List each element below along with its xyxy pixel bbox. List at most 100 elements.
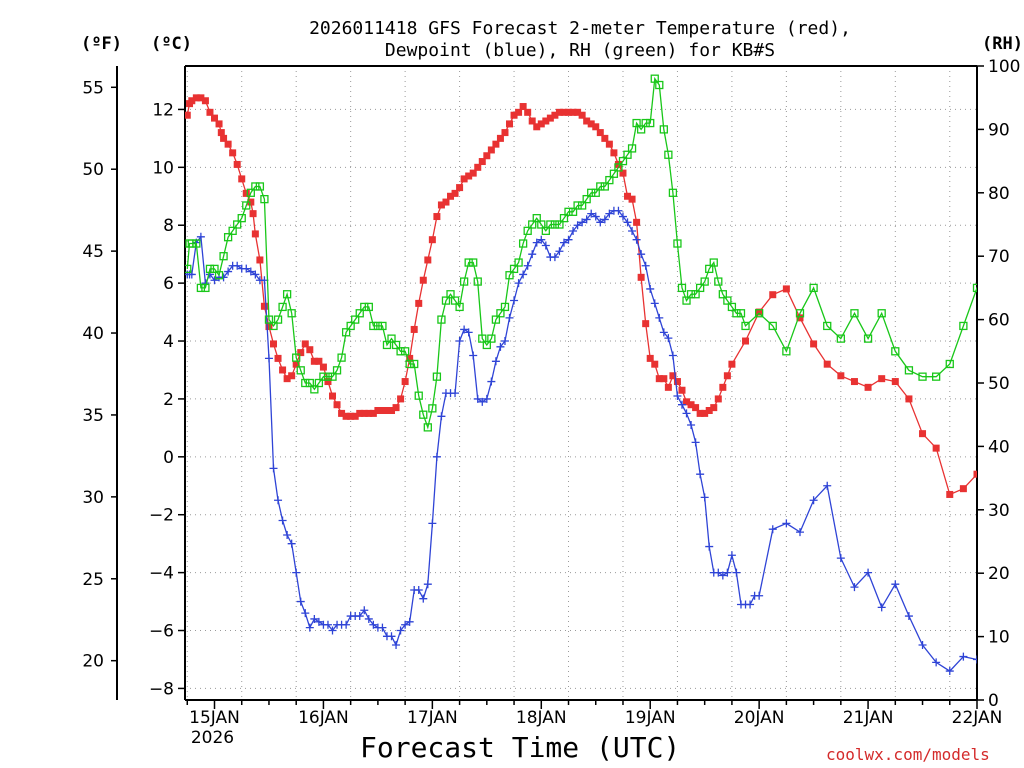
temperature-point [197, 94, 205, 102]
temperature-point [723, 372, 731, 380]
temperature-point [959, 485, 967, 493]
temperature-series [185, 94, 994, 498]
dewpoint-line [187, 210, 977, 672]
dewpoint-point [269, 464, 278, 473]
temperature-point [365, 409, 373, 417]
fahrenheit-tick-label: 45 [82, 242, 104, 262]
dewpoint-point [264, 354, 273, 363]
rh-point [282, 290, 292, 299]
celsius-tick-label: −6 [149, 622, 174, 642]
dewpoint-point [714, 568, 723, 577]
dewpoint-point [278, 516, 287, 525]
rh-point [509, 264, 519, 274]
dewpoint-point [355, 612, 364, 621]
temperature-point [388, 407, 396, 415]
temperature-point [397, 395, 405, 403]
temperature-point [415, 299, 423, 307]
rh-point [410, 359, 419, 369]
x-tick-label: 22JAN [952, 708, 1003, 728]
rh-point [600, 182, 609, 191]
rh-tick-label: 0 [988, 691, 999, 711]
rh-tick-label: 50 [988, 374, 1010, 394]
dewpoint-point [618, 212, 627, 221]
dewpoint-point [210, 276, 219, 285]
temperature-point [217, 129, 225, 137]
rh-point [541, 226, 550, 235]
rh-point [260, 194, 269, 204]
temperature-point [596, 129, 604, 137]
rh-point [573, 201, 582, 210]
dewpoint-point [677, 400, 686, 409]
rh-point [228, 226, 237, 235]
x-tick-label: 20JAN [734, 708, 785, 728]
chart-title-line-1: 2026011418 GFS Forecast 2-meter Temperat… [309, 18, 851, 39]
celsius-tick-label: 12 [152, 100, 174, 120]
dewpoint-point [423, 580, 432, 589]
temperature-point [810, 340, 818, 348]
credit-link[interactable]: coolwx.com/models [826, 745, 990, 764]
temperature-point [646, 354, 654, 362]
temperature-point [710, 404, 718, 412]
rh-point [863, 334, 873, 343]
temperature-point [324, 378, 332, 386]
temperature-point [560, 108, 568, 116]
rh-point [945, 359, 954, 369]
rh-point [795, 309, 805, 318]
temperature-point [447, 192, 455, 200]
rh-point [904, 366, 914, 375]
temperature-point [288, 372, 296, 380]
temperature-point [188, 97, 196, 105]
rh-point [732, 309, 741, 318]
temperature-point [496, 134, 504, 142]
temperature-point [533, 123, 541, 131]
temperature-point [651, 360, 659, 368]
fahrenheit-tick-label: 50 [82, 160, 104, 180]
temperature-point [433, 213, 441, 221]
rh-point [564, 207, 573, 216]
temperature-point [642, 320, 650, 328]
dewpoint-point [578, 218, 587, 227]
dewpoint-point [668, 351, 677, 360]
temperature-point [655, 375, 663, 383]
rh-point [709, 258, 718, 267]
rh-point [210, 264, 219, 274]
chart-title-line-2: Dewpoint (blue), RH (green) for KB#S [384, 40, 776, 61]
temperature-point [369, 409, 377, 417]
rh-point [314, 378, 324, 388]
rh-point [768, 321, 777, 331]
rh-point [532, 214, 541, 223]
rh-point [546, 220, 555, 229]
dewpoint-point [768, 525, 777, 534]
temperature-point [192, 94, 200, 102]
dewpoint-point [342, 620, 351, 629]
rh-point [500, 302, 510, 312]
celsius-tick-label: −8 [149, 679, 174, 699]
temperature-point [351, 412, 359, 420]
rh-point [609, 169, 619, 178]
temperature-point [973, 470, 977, 478]
dewpoint-point [596, 218, 605, 227]
temperature-point [333, 401, 341, 409]
temperature-point [987, 459, 994, 466]
rh-point [273, 315, 283, 324]
dewpoint-point [305, 623, 314, 632]
rh-point [664, 150, 673, 159]
rh-point [310, 385, 319, 394]
dewpoint-point [187, 270, 196, 279]
rh-point [932, 372, 941, 381]
dewpoint-point [987, 670, 995, 678]
dewpoint-point [378, 623, 387, 632]
temperature-point [297, 349, 305, 357]
temperature-point [483, 152, 491, 160]
rh-point [323, 372, 333, 381]
temperature-point [249, 210, 257, 218]
dewpoint-point [795, 528, 804, 537]
rh-point [754, 309, 764, 318]
temperature-line [186, 97, 977, 496]
temperature-point [610, 149, 618, 157]
temperature-point [301, 340, 309, 348]
dewpoint-point [246, 267, 255, 276]
temperature-point [673, 378, 681, 386]
rh-tick-label: 20 [988, 564, 1010, 584]
temperature-point [410, 325, 418, 333]
